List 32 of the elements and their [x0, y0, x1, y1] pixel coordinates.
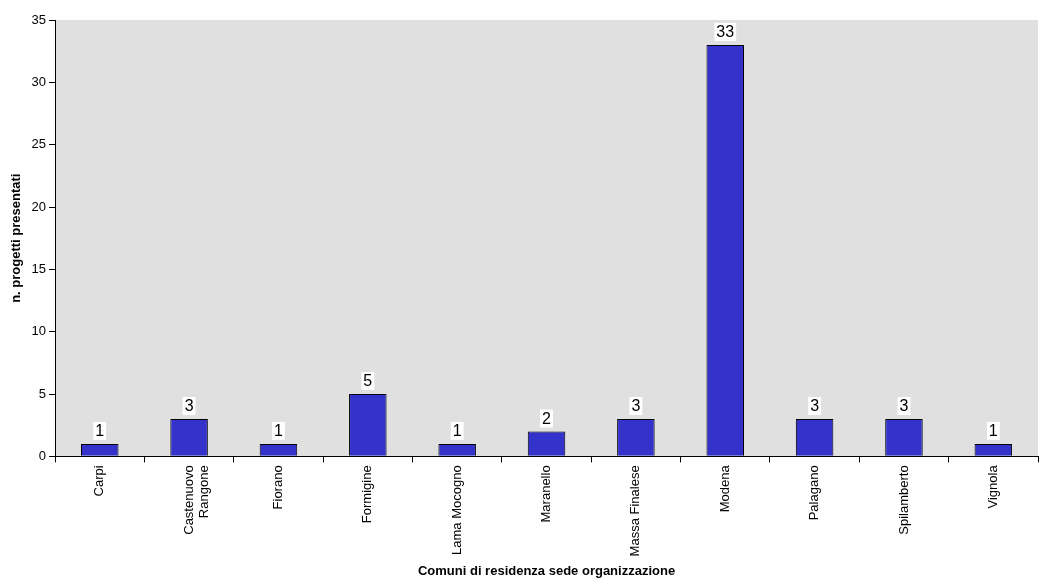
x-tick-label: Spilamberto [895, 465, 911, 535]
y-tick-label: 30 [31, 73, 47, 89]
y-tick-label: 15 [31, 260, 47, 276]
data-label: 1 [988, 422, 998, 440]
data-label: 1 [274, 422, 283, 440]
x-tick-label: Formigine [359, 465, 375, 524]
data-label: 3 [631, 397, 641, 415]
x-axis-title: Comuni di residenza sede organizzazione [417, 562, 676, 578]
data-label: 2 [542, 409, 552, 427]
y-tick-label: 10 [31, 323, 47, 339]
x-tick-label: Maranello [538, 465, 554, 523]
y-tick-label: 0 [38, 447, 47, 463]
y-tick-label: 35 [31, 11, 47, 27]
x-tick-label: Palagano [806, 465, 822, 521]
y-tick-label: 20 [31, 198, 47, 214]
x-tick-label: Fiorano [270, 465, 286, 510]
data-label: 3 [899, 397, 909, 415]
data-label: 1 [452, 422, 462, 440]
data-label: 5 [363, 372, 373, 390]
y-tick-label: 5 [38, 385, 47, 401]
data-label: 33 [716, 23, 735, 41]
y-axis-title: n. progetti presentati [8, 173, 24, 303]
data-label: 1 [95, 422, 105, 440]
x-tick-label: Castenuovo Rangone [180, 465, 212, 535]
x-tick-label: Carpi [91, 465, 107, 497]
y-tick-label: 25 [31, 136, 47, 152]
data-label: 3 [184, 397, 194, 415]
x-tick-label: Modena [716, 464, 732, 513]
x-tick-label: Lama Mocogno [448, 465, 464, 555]
data-label: 3 [810, 397, 820, 415]
x-tick-label: Massa Finalese [627, 465, 643, 557]
x-tick-label: Vignola [984, 464, 1000, 509]
